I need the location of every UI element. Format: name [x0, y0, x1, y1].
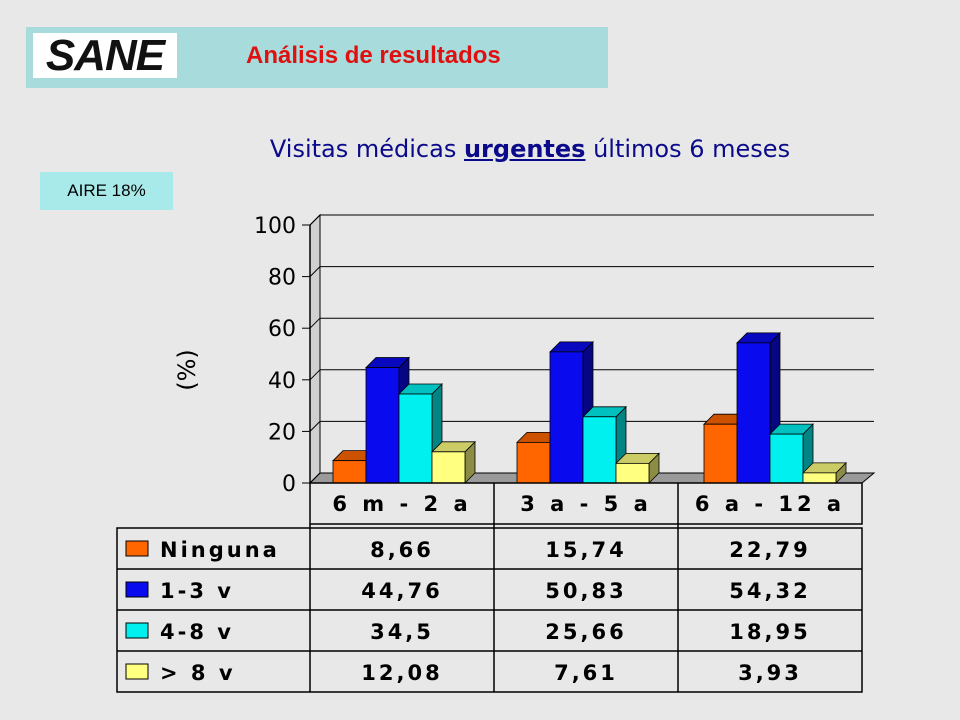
y-axis-label: (%) — [173, 349, 201, 391]
y-tick-label: 100 — [254, 214, 296, 239]
bar-front — [332, 460, 367, 484]
y-tick-label: 20 — [268, 420, 296, 445]
data-label: 18,95 — [729, 620, 810, 644]
bar-front — [802, 472, 837, 484]
legend-label: > 8 v — [160, 661, 236, 685]
grid-slant — [309, 317, 321, 329]
bar-front — [365, 367, 400, 484]
grid-slant — [309, 369, 321, 381]
data-label: 15,74 — [545, 538, 626, 562]
y-tick-label: 40 — [268, 369, 296, 394]
chart-title-suffix: últimos 6 meses — [585, 135, 791, 163]
bar-front — [398, 393, 433, 484]
y-tick-label: 80 — [268, 266, 296, 291]
grid-slant — [309, 266, 321, 277]
data-label: 50,83 — [545, 579, 626, 603]
grid-slant — [309, 421, 321, 432]
logo-text: SANE — [45, 31, 165, 80]
bar — [431, 440, 476, 484]
data-label: 12,08 — [361, 661, 442, 685]
legend-label: Ninguna — [160, 538, 280, 562]
data-label: 8,66 — [370, 538, 434, 562]
legend-swatch — [125, 663, 149, 680]
chart-side-wall — [309, 213, 321, 485]
page-title: Análisis de resultados — [246, 42, 501, 69]
chart-title-prefix: Visitas médicas — [269, 135, 464, 163]
table-header-row — [309, 482, 863, 525]
grid-slant — [309, 214, 321, 226]
chart-bars — [332, 331, 847, 484]
bar-front — [549, 351, 584, 484]
chart-title: Visitas médicas urgentes últimos 6 meses — [0, 135, 960, 163]
data-table: 6 m - 2 a 3 a - 5 a 6 a - 12 a Ninguna 8,66 1… — [116, 482, 863, 693]
bar — [769, 423, 814, 484]
bar-front — [516, 441, 551, 484]
table-category-label: 3 a - 5 a — [520, 492, 652, 516]
y-tick-label: 0 — [282, 472, 296, 497]
y-tick-label: 60 — [268, 317, 296, 342]
data-label: 3,93 — [738, 661, 802, 685]
legend-swatch — [125, 581, 149, 598]
bar-front — [769, 433, 804, 484]
legend-label: 1-3 v — [160, 579, 234, 603]
aire-badge: AIRE 18% — [40, 172, 173, 210]
bar — [615, 452, 660, 484]
bar-front — [615, 462, 650, 484]
sane-logo: SANE — [33, 33, 177, 78]
bar-front — [431, 451, 466, 484]
legend-swatch — [125, 540, 149, 557]
bar-front — [582, 416, 617, 484]
data-label: 22,79 — [729, 538, 810, 562]
data-label: 34,5 — [370, 620, 434, 644]
legend-label: 4-8 v — [160, 620, 234, 644]
bar — [802, 461, 847, 484]
table-category-label: 6 a - 12 a — [695, 492, 845, 516]
table-category-label: 6 m - 2 a — [332, 492, 471, 516]
grid-slant — [309, 472, 321, 484]
data-label: 25,66 — [545, 620, 626, 644]
data-label: 7,61 — [554, 661, 618, 685]
chart-title-emphasis: urgentes — [463, 135, 586, 163]
legend-swatch — [125, 622, 149, 639]
bar-front — [703, 423, 738, 484]
data-label: 44,76 — [361, 579, 442, 603]
bar-front — [736, 342, 771, 484]
data-label: 54,32 — [729, 579, 810, 603]
